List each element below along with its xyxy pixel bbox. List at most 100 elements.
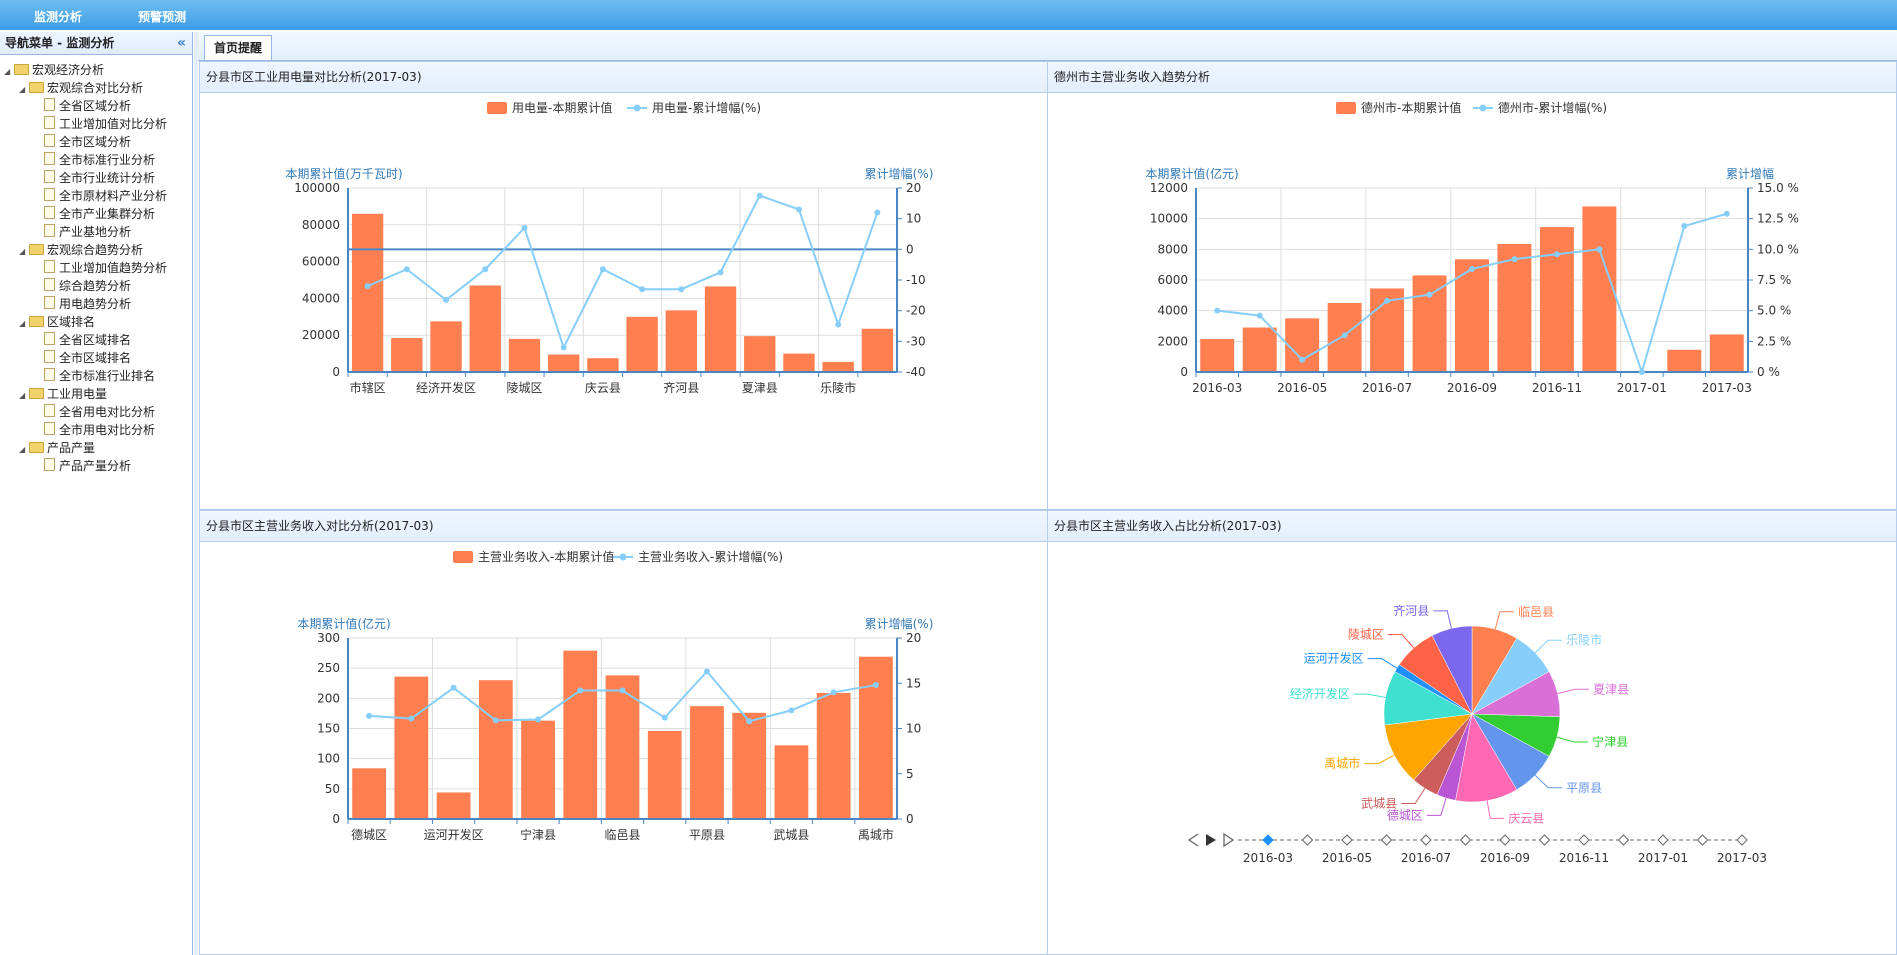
file-icon <box>44 206 55 219</box>
collapse-sidebar-icon[interactable]: « <box>176 35 186 51</box>
right-tick-label: 2.5 % <box>1757 334 1791 348</box>
x-tick-label: 乐陵市 <box>820 380 856 395</box>
left-tick-label: 0 <box>332 365 340 379</box>
tree-item[interactable]: 全市标准行业排名 <box>34 367 155 385</box>
timeline-point <box>1696 834 1709 846</box>
pie-slice <box>1431 625 1473 715</box>
bar <box>822 361 854 372</box>
expand-toggle-icon[interactable]: ◢ <box>19 319 26 328</box>
file-icon <box>44 368 55 381</box>
nav-monitor-analysis[interactable]: 监测分析 <box>34 10 83 24</box>
growth-point <box>560 344 567 351</box>
right-axis-name: 累计增幅(%) <box>865 166 934 181</box>
x-tick-label: 市辖区 <box>350 380 386 395</box>
tree-item-label: 全市行业统计分析 <box>59 171 156 185</box>
bar <box>521 720 555 819</box>
growth-point <box>521 224 528 231</box>
right-tick-label: 5 <box>906 767 914 781</box>
bar <box>732 712 767 819</box>
timeline-label: 2017-01 <box>1638 851 1688 865</box>
tab-bar: 首页提醒 <box>198 32 1897 61</box>
panel-title: 分县市区工业用电量对比分析(2017-03) <box>200 62 1047 93</box>
expand-toggle-icon[interactable]: ◢ <box>19 247 26 256</box>
legend-line-label: 德州市-累计增幅(%) <box>1498 100 1607 115</box>
tree-item[interactable]: 全市区域分析 <box>34 133 131 151</box>
left-tick-label: 200 <box>317 691 340 705</box>
x-tick-label: 武城县 <box>773 828 809 842</box>
expand-toggle-icon[interactable]: ◢ <box>19 85 26 94</box>
right-tick-label: 10 <box>906 212 921 226</box>
tree-item[interactable]: ◢ 工业用电量 <box>19 385 107 403</box>
bar <box>430 321 462 372</box>
bar <box>436 792 471 819</box>
folder-open-icon <box>14 64 29 75</box>
tree-item[interactable]: 全市用电对比分析 <box>34 421 155 439</box>
pie-label-line <box>1401 788 1426 804</box>
sidebar-title: 导航菜单 - 监测分析 <box>5 36 115 50</box>
left-tick-label: 40000 <box>302 291 340 305</box>
tree-item[interactable]: 综合趋势分析 <box>34 277 131 295</box>
growth-point <box>703 668 710 675</box>
growth-line <box>367 194 879 351</box>
timeline-point <box>1262 834 1274 846</box>
growth-point <box>1299 356 1306 363</box>
tree-item[interactable]: 全市原材料产业分析 <box>34 187 167 205</box>
right-tick-label: 10 <box>906 722 921 736</box>
left-tick-label: 150 <box>317 722 340 736</box>
expand-toggle-icon[interactable]: ◢ <box>4 67 11 76</box>
pie-label: 陵城区 <box>1348 627 1384 641</box>
x-tick-label: 平原县 <box>689 828 725 842</box>
file-icon <box>44 224 55 237</box>
expand-toggle-icon[interactable]: ◢ <box>19 445 26 454</box>
pie-label-line <box>1387 633 1415 649</box>
x-tick-label: 2016-09 <box>1447 381 1497 395</box>
tree-item[interactable]: 工业增加值趋势分析 <box>34 259 167 277</box>
x-tick-label: 2017-03 <box>1702 381 1752 395</box>
file-icon <box>44 458 55 471</box>
bar <box>605 675 640 819</box>
bar <box>587 358 619 372</box>
panel-title: 分县市区主营业务收入对比分析(2017-03) <box>200 511 1047 542</box>
tree-item[interactable]: 全省区域排名 <box>34 331 131 349</box>
tree-item-label: 全省区域排名 <box>59 333 132 347</box>
file-icon <box>44 260 55 273</box>
growth-point <box>746 718 753 725</box>
pie-label: 齐河县 <box>1393 603 1429 618</box>
tree-item[interactable]: 全市产业集群分析 <box>34 205 155 223</box>
tree-item[interactable]: ◢ 宏观综合对比分析 <box>19 79 143 97</box>
tree-item-label: 工业增加值趋势分析 <box>59 261 168 275</box>
tree-item-label: 产业基地分析 <box>59 225 132 239</box>
tree-item[interactable]: 产业基地分析 <box>34 223 131 241</box>
bar <box>394 676 429 819</box>
tab-home-reminder[interactable]: 首页提醒 <box>204 35 272 60</box>
x-tick-label: 齐河县 <box>663 380 699 395</box>
tree-item[interactable]: 全省区域分析 <box>34 97 131 115</box>
left-tick-label: 100 <box>317 752 340 766</box>
tree-item[interactable]: ◢ 宏观经济分析 <box>4 61 104 79</box>
tree-item[interactable]: ◢ 宏观综合趋势分析 <box>19 241 143 259</box>
x-tick-label: 2016-05 <box>1277 381 1327 395</box>
tree-item[interactable]: 全市行业统计分析 <box>34 169 155 187</box>
tree-item-label: 全市产业集群分析 <box>59 207 156 221</box>
layout-splitter[interactable] <box>194 32 198 955</box>
tree-item[interactable]: 产品产量分析 <box>34 457 131 475</box>
x-tick-label: 2017-01 <box>1617 381 1667 395</box>
nav-warning-forecast[interactable]: 预警预测 <box>138 10 187 24</box>
tree-item[interactable]: ◢ 产品产量 <box>19 439 95 457</box>
tree-item[interactable]: 全省用电对比分析 <box>34 403 155 421</box>
file-icon <box>44 404 55 417</box>
growth-point <box>788 707 795 714</box>
tree-item[interactable]: 全市区域排名 <box>34 349 131 367</box>
bar <box>816 692 851 819</box>
left-axis-name: 本期累计值(亿元) <box>297 616 390 631</box>
tree-item[interactable]: 全市标准行业分析 <box>34 151 155 169</box>
expand-toggle-icon[interactable]: ◢ <box>19 391 26 400</box>
right-tick-label: 7.5 % <box>1757 273 1791 287</box>
left-tick-label: 8000 <box>1157 242 1188 256</box>
timeline-point <box>1380 834 1393 846</box>
growth-point <box>835 321 842 328</box>
tree-item[interactable]: 用电趋势分析 <box>34 295 131 313</box>
tree-item[interactable]: ◢ 区域排名 <box>19 313 95 331</box>
x-tick-label: 夏津县 <box>742 381 778 395</box>
tree-item[interactable]: 工业增加值对比分析 <box>34 115 167 133</box>
